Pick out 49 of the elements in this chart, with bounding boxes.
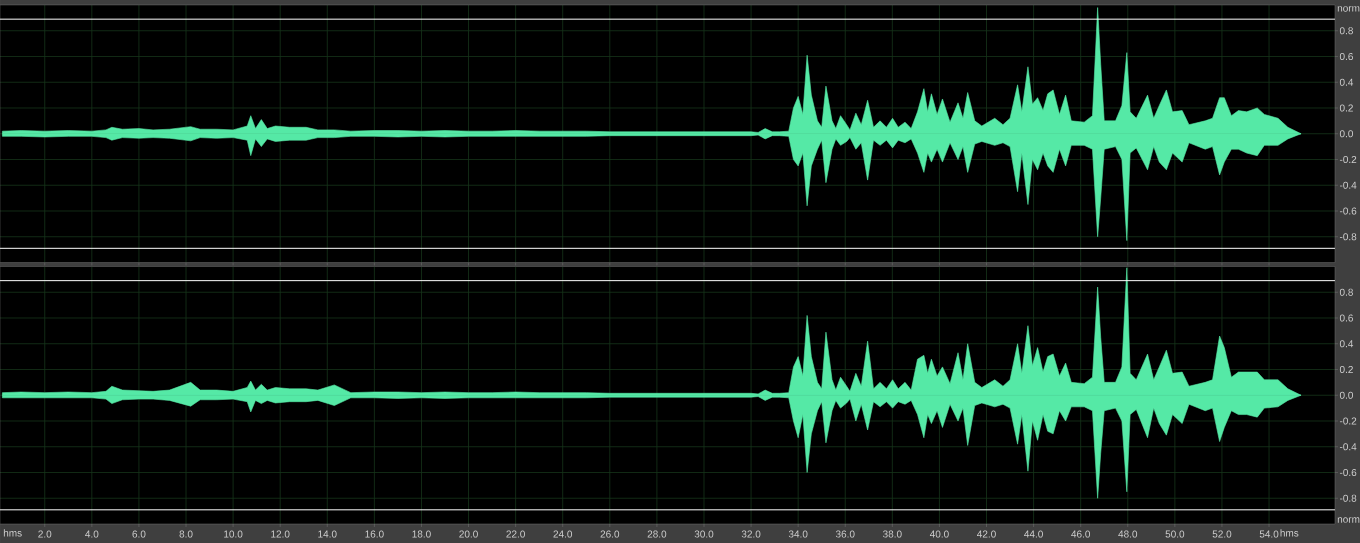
- y-tick-label: 0.4: [1339, 340, 1354, 348]
- x-tick-label: 20.0: [459, 530, 478, 538]
- x-axis-title: hms: [3, 529, 22, 537]
- y-tick-label: -0.8: [1339, 494, 1357, 502]
- y-tick-label: 0.2: [1339, 365, 1353, 374]
- x-tick-label: 50.0: [1165, 530, 1185, 538]
- x-tick-label: 28.0: [647, 530, 667, 538]
- y-tick-label: 0.8: [1339, 27, 1353, 35]
- y-tick-label: -0.8: [1339, 233, 1357, 241]
- y-tick-label: -0.4: [1339, 181, 1357, 189]
- y-tick-label: 0.8: [1339, 288, 1353, 296]
- y-tick-label: 0.0: [1339, 130, 1354, 138]
- x-tick-label: 24.0: [553, 530, 573, 538]
- x-tick-label: 52.0: [1212, 530, 1232, 538]
- x-tick-label: 10.0: [224, 530, 243, 538]
- y-tick-label: 0.2: [1339, 104, 1353, 112]
- x-tick-label: 8.0: [179, 530, 193, 538]
- x-tick-label: 32.0: [741, 530, 761, 538]
- x-tick-label: 14.0: [318, 530, 337, 538]
- x-tick-label: 16.0: [365, 530, 384, 538]
- x-tick-label: 38.0: [882, 530, 902, 538]
- y-axis-title: norm: [1337, 6, 1360, 12]
- x-tick-label: 30.0: [694, 530, 714, 538]
- x-tick-label: 6.0: [132, 530, 146, 538]
- x-tick-label: 54.0: [1259, 530, 1279, 538]
- y-tick-label: 0.6: [1339, 52, 1353, 61]
- y-tick-label: -0.6: [1339, 207, 1357, 215]
- y-axis-title: norm: [1337, 517, 1360, 523]
- y-tick-label: -0.2: [1339, 417, 1357, 425]
- y-tick-label: -0.2: [1339, 155, 1357, 164]
- x-tick-label: 22.0: [506, 530, 525, 538]
- y-tick-label: -0.6: [1339, 468, 1357, 477]
- x-tick-label: 12.0: [271, 530, 290, 538]
- x-tick-label: 26.0: [600, 530, 620, 538]
- x-tick-label: 44.0: [1024, 530, 1043, 538]
- text: hms: [1280, 529, 1299, 537]
- x-tick-label: 34.0: [788, 530, 808, 538]
- y-tick-label: 0.6: [1339, 314, 1353, 322]
- y-tick-label: 0.0: [1339, 391, 1354, 399]
- x-tick-label: 4.0: [85, 530, 99, 538]
- y-tick-label: 0.4: [1339, 78, 1354, 86]
- x-tick-label: 42.0: [977, 530, 996, 538]
- x-tick-label: 48.0: [1118, 530, 1138, 538]
- x-tick-label: 46.0: [1071, 530, 1091, 538]
- y-tick-label: -0.4: [1339, 443, 1357, 451]
- x-tick-label: 36.0: [835, 530, 855, 538]
- x-tick-label: 18.0: [412, 530, 431, 538]
- x-tick-label: 40.0: [929, 530, 949, 538]
- x-tick-label: 2.0: [38, 530, 52, 538]
